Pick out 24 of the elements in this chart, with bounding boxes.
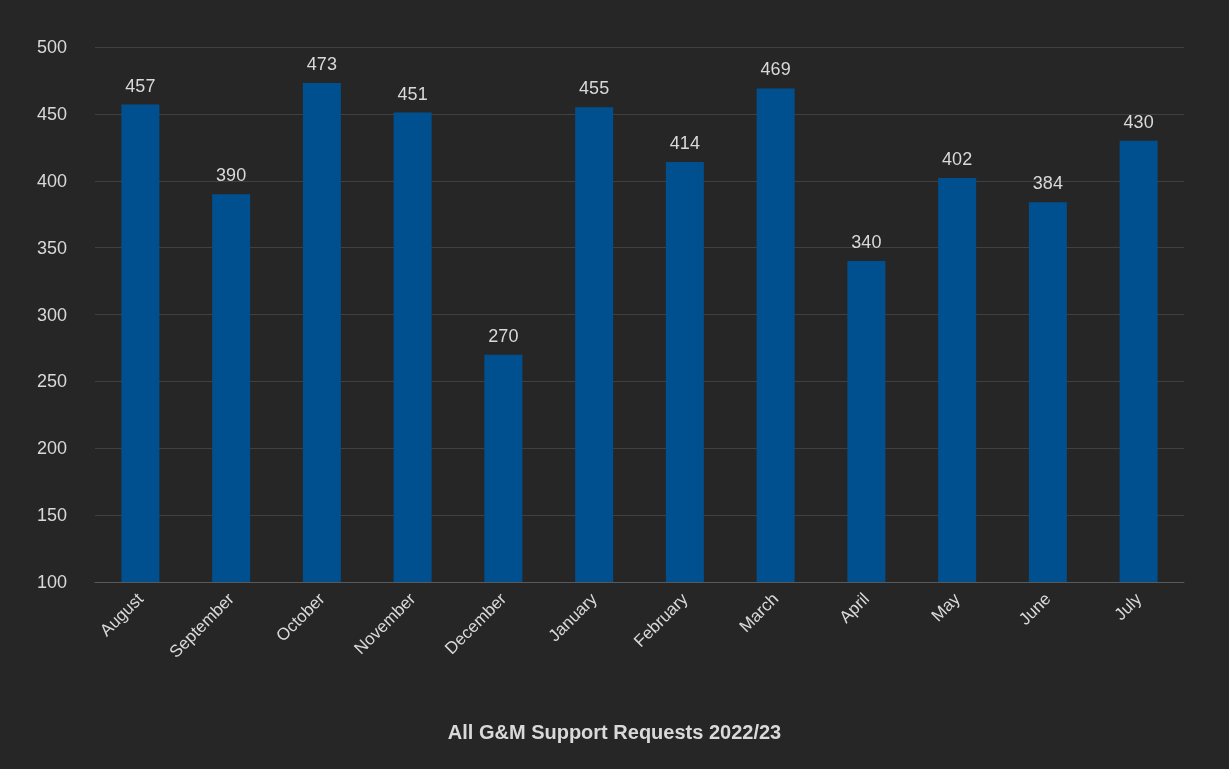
y-tick-label: 200 [36, 438, 67, 459]
y-tick-label: 100 [36, 572, 67, 592]
y-tick-label: 150 [36, 505, 67, 526]
data-label: 414 [669, 133, 700, 154]
data-label: 455 [579, 78, 610, 99]
y-tick-label: 400 [36, 170, 67, 191]
y-tick-label: 450 [36, 103, 67, 124]
data-label: 430 [1123, 111, 1154, 132]
data-label: 384 [1032, 173, 1063, 194]
y-tick-label: 500 [36, 37, 67, 57]
x-tick-label: May [927, 588, 965, 626]
data-label: 270 [488, 325, 519, 346]
text: All G&M Support Requests 2022/23 [447, 721, 782, 743]
data-label: 469 [760, 59, 791, 80]
y-tick-label: 300 [36, 304, 67, 325]
data-label: 402 [942, 149, 973, 170]
data-label: 473 [306, 54, 337, 75]
x-tick-label: July [1110, 588, 1146, 625]
data-label: 390 [216, 165, 247, 186]
data-label: 457 [125, 75, 156, 96]
data-label: 340 [851, 232, 882, 252]
data-label: 451 [397, 83, 428, 104]
y-tick-label: 250 [36, 371, 67, 392]
y-tick-label: 350 [36, 237, 67, 258]
